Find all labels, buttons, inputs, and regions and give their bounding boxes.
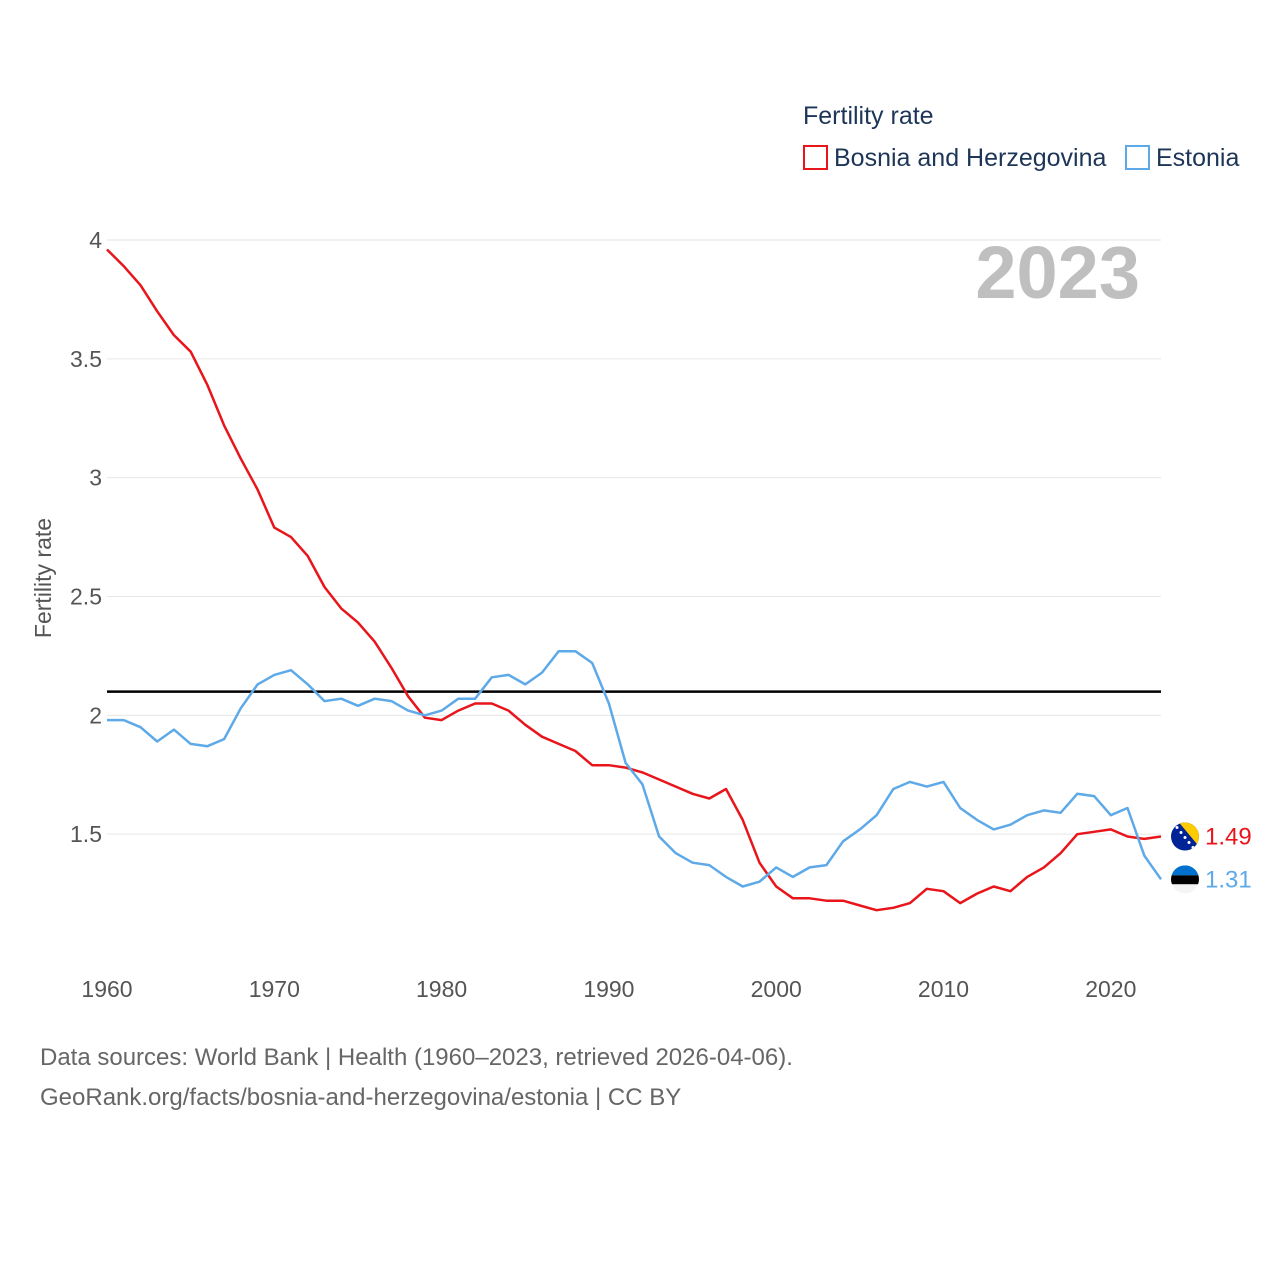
legend-label-bosnia[interactable]: Bosnia and Herzegovina — [834, 144, 1106, 172]
y-tick-label: 3.5 — [70, 346, 102, 372]
x-tick-label: 1990 — [583, 976, 634, 1002]
bosnia-flag-icon — [1171, 822, 1199, 851]
y-tick-label: 4 — [89, 227, 102, 253]
x-tick-label: 1970 — [249, 976, 300, 1002]
series-line-bosnia[interactable] — [106, 248, 1162, 912]
x-tick-label: 1960 — [81, 976, 132, 1002]
legend-swatch-bosnia[interactable] — [803, 145, 828, 170]
x-tick-label: 1980 — [416, 976, 467, 1002]
legend-title: Fertility rate — [803, 102, 934, 130]
footer-link[interactable]: GeoRank.org/facts/bosnia-and-herzegovina… — [40, 1084, 682, 1111]
x-tick-label: 2000 — [751, 976, 802, 1002]
legend-label-estonia[interactable]: Estonia — [1156, 144, 1239, 172]
legend-swatch-estonia[interactable] — [1125, 145, 1150, 170]
series-lines — [106, 248, 1163, 912]
gridlines — [107, 239, 1161, 835]
y-axis-title: Fertility rate — [30, 518, 56, 638]
end-value-bosnia: 1.49 — [1205, 824, 1252, 851]
y-tick-label: 2 — [89, 702, 102, 728]
x-axis-ticks: 1960 1970 1980 1990 2000 2010 2020 — [81, 976, 1136, 1002]
legend: Fertility rate Bosnia and Herzegovina Es… — [803, 102, 1239, 172]
footer-sources: Data sources: World Bank | Health (1960–… — [40, 1044, 793, 1071]
end-marker-bosnia: 1.49 — [1171, 822, 1252, 851]
y-tick-label: 3 — [89, 465, 102, 491]
y-axis-ticks: 1.5 2 2.5 3 3.5 4 — [70, 227, 102, 847]
end-value-estonia: 1.31 — [1205, 866, 1252, 893]
series-line-estonia[interactable] — [107, 649, 1163, 888]
end-marker-estonia: 1.31 — [1171, 865, 1252, 894]
y-tick-label: 1.5 — [70, 821, 102, 847]
x-tick-label: 2010 — [918, 976, 969, 1002]
current-year-label: 2023 — [975, 231, 1140, 314]
y-tick-label: 2.5 — [70, 584, 102, 610]
x-tick-label: 2020 — [1085, 976, 1136, 1002]
estonia-flag-icon — [1171, 865, 1199, 894]
